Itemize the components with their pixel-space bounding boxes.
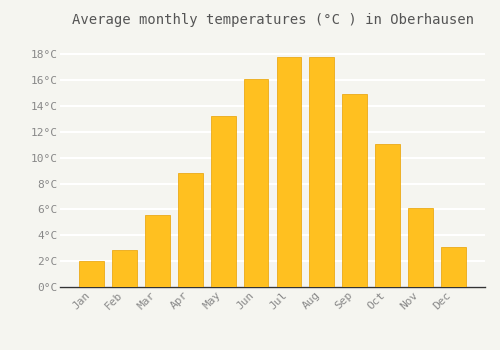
Bar	[376, 144, 400, 287]
Title: Average monthly temperatures (°C ) in Oberhausen: Average monthly temperatures (°C ) in Ob…	[72, 13, 473, 27]
Bar	[244, 79, 268, 287]
Bar	[211, 117, 236, 287]
Bar	[310, 57, 334, 287]
Bar	[342, 94, 367, 287]
Bar	[276, 57, 301, 287]
Bar	[408, 208, 433, 287]
Bar	[441, 247, 466, 287]
Bar	[145, 215, 170, 287]
Bar	[80, 261, 104, 287]
Bar	[178, 173, 203, 287]
Bar	[112, 250, 137, 287]
